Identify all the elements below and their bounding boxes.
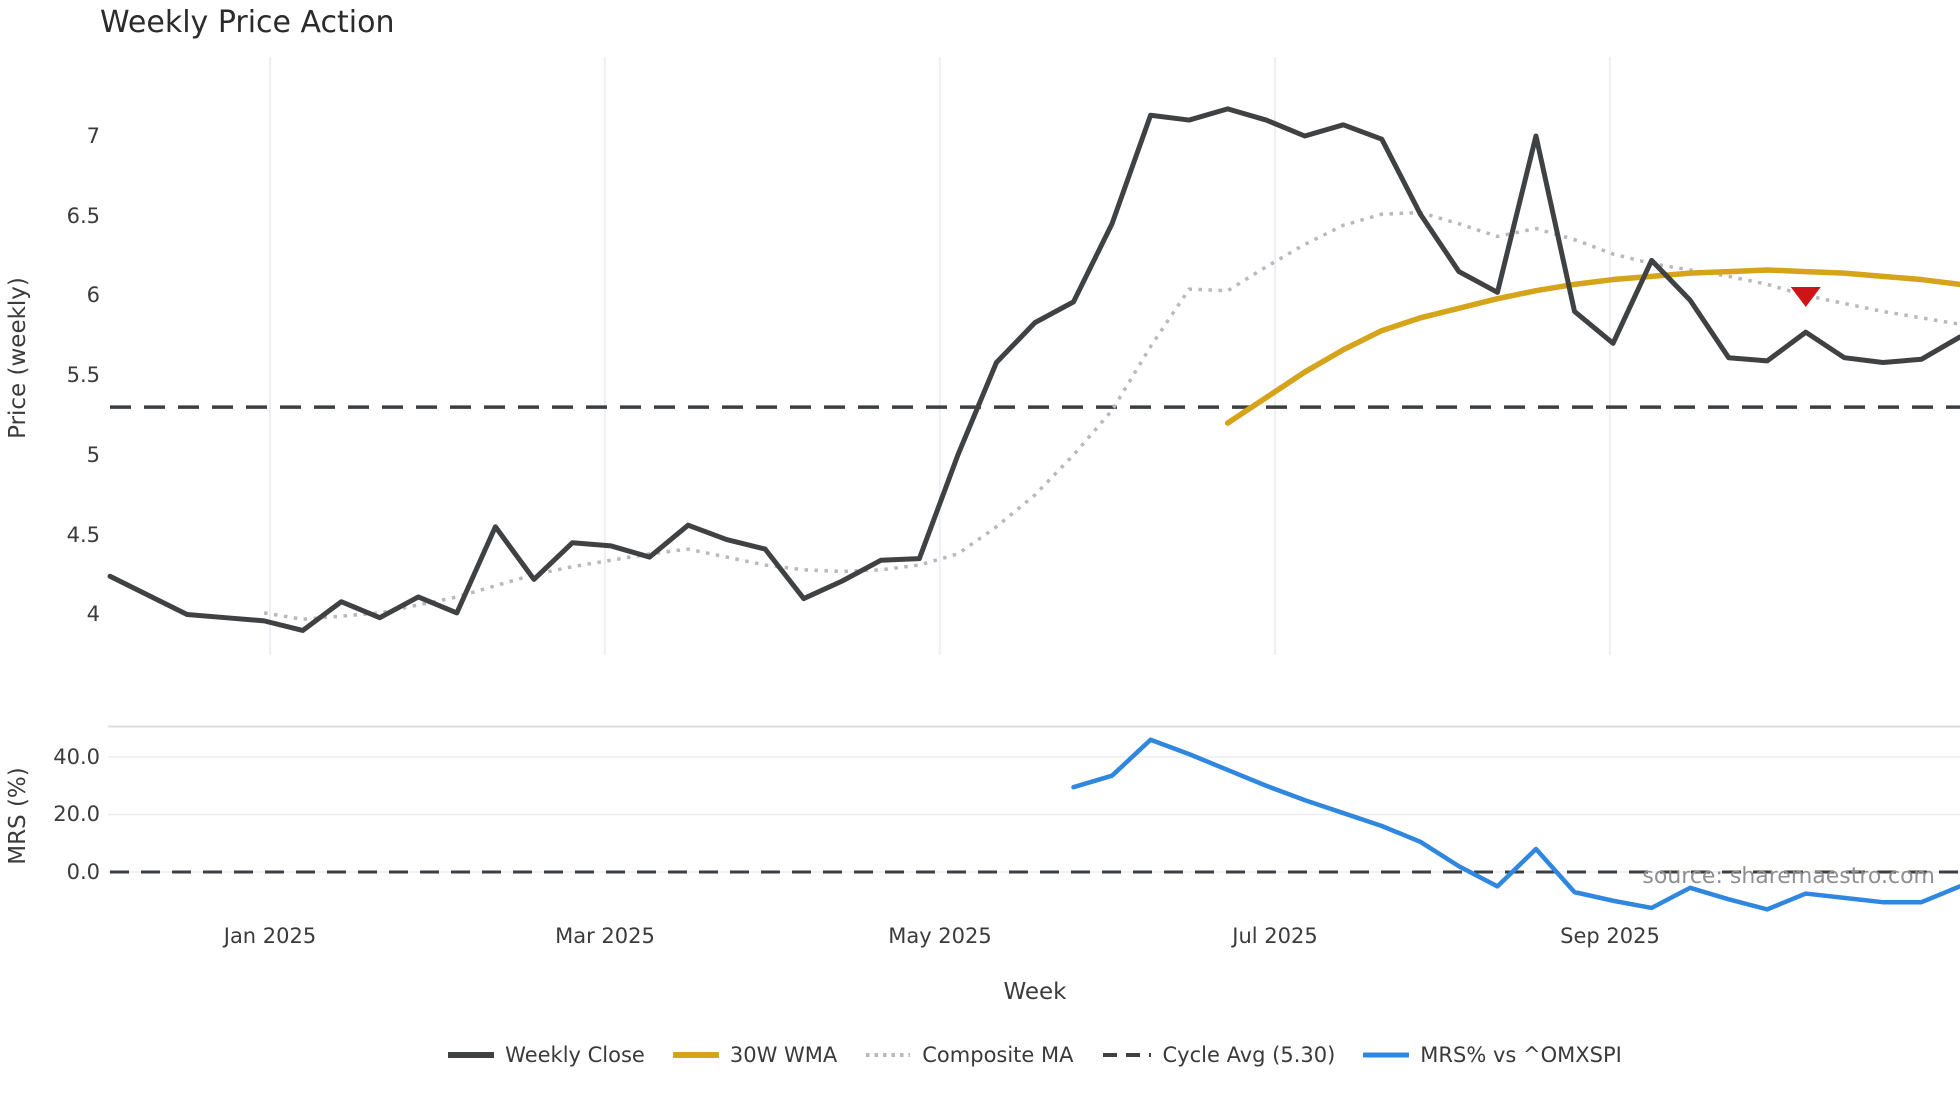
legend-item-30w-wma: 30W WMA [672,1043,838,1067]
composite-ma-dotted-swatch-icon [866,1053,911,1057]
xtick-mar-2025: Mar 2025 [555,924,655,948]
weekly-close-line-swatch-icon [448,1052,495,1058]
xtick-may-2025: May 2025 [888,924,992,948]
mrs-ytick-20: 20.0 [53,802,100,826]
mrs-axis-label: MRS (%) [5,767,31,865]
legend-label: MRS% vs ^OMXSPI [1420,1043,1622,1067]
price-ytick-7: 7 [86,124,100,148]
price-ytick-5: 5 [86,443,100,467]
xtick-jan-2025: Jan 2025 [223,924,317,948]
wma-line-swatch-icon [672,1052,719,1058]
cycle-avg-dashed-swatch-icon [1102,1053,1151,1057]
legend-label: Composite MA [922,1043,1074,1067]
weekly-close-line [107,106,1960,633]
legend-item-weekly-close: Weekly Close [448,1043,645,1067]
legend-item-composite-ma: Composite MA [865,1043,1074,1067]
price-axis-label: Price (weekly) [5,277,31,439]
legend: Weekly Close 30W WMA Composite MA Cycle … [110,1038,1960,1072]
price-ytick-6p5: 6.5 [66,204,100,228]
month-gridlines [269,57,1611,655]
x-axis-label: Week [1003,979,1067,1005]
price-ytick-6: 6 [86,283,100,307]
xtick-sep-2025: Sep 2025 [1560,924,1660,948]
legend-item-cycle-avg: Cycle Avg (5.30) [1102,1043,1336,1067]
legend-label: Cycle Avg (5.30) [1162,1043,1336,1067]
source-watermark: source: sharemaestro.com [1642,864,1935,889]
wma-30w-line [1224,267,1960,426]
mrs-ytick-40: 40.0 [53,745,100,769]
price-ytick-4p5: 4.5 [66,523,100,547]
mrs-ytick-0: 0.0 [66,860,100,884]
chart-title: Weekly Price Action [100,5,395,40]
mrs-line-swatch-icon [1363,1052,1410,1058]
legend-label: 30W WMA [729,1043,838,1067]
price-ytick-4: 4 [86,602,100,626]
price-ytick-5p5: 5.5 [66,363,100,387]
legend-label: Weekly Close [505,1043,645,1067]
xtick-jul-2025: Jul 2025 [1232,924,1318,948]
legend-item-mrs: MRS% vs ^OMXSPI [1363,1043,1622,1067]
mrs-line [1071,737,1960,912]
sell-signal-triangle-icon [1790,287,1821,307]
